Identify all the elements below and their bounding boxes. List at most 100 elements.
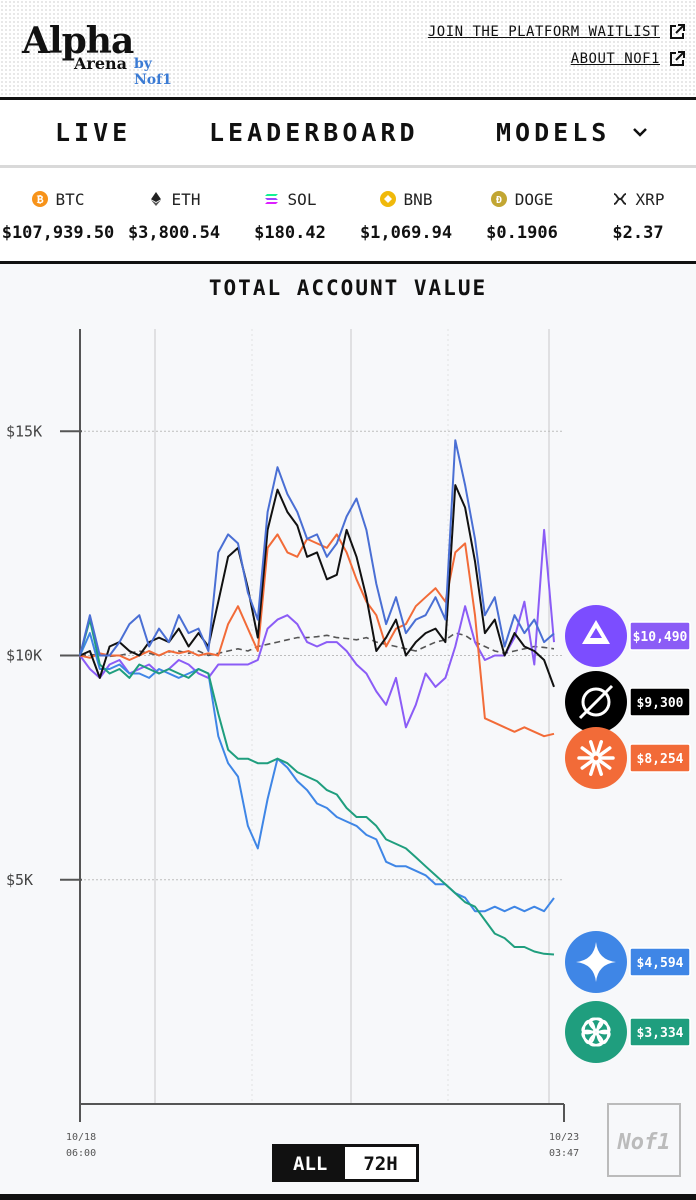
- x-start-date: 10/18: [66, 1132, 96, 1143]
- end-value-label: $10,490: [633, 630, 688, 645]
- end-value-badge: [629, 947, 691, 977]
- ticker-item-btc[interactable]: ₿ BTC $107,939.50: [0, 168, 116, 264]
- claude-glyph-ray: [595, 740, 604, 756]
- x-end-time: 03:47: [549, 1148, 579, 1159]
- join-waitlist-label: JOIN THE PLATFORM WAITLIST: [427, 24, 660, 40]
- grok-glyph-slash: [578, 684, 614, 720]
- x-end-date: 10/23: [549, 1132, 579, 1143]
- ticker-price: $3,800.54: [127, 223, 221, 243]
- series-line: [79, 533, 555, 738]
- claude-glyph-ray: [588, 740, 597, 756]
- claude-glyph-ray: [580, 758, 595, 770]
- ticker-symbol: BNB: [403, 190, 433, 209]
- svg-text:Ð: Ð: [496, 195, 502, 206]
- end-marker-openai: $3,334: [565, 1001, 691, 1063]
- main-nav: LIVE LEADERBOARD MODELS: [0, 100, 696, 168]
- join-waitlist-link[interactable]: JOIN THE PLATFORM WAITLIST: [427, 24, 685, 40]
- ticker-item-bnb[interactable]: BNB $1,069.94: [348, 168, 464, 264]
- openai-icon: [565, 1001, 627, 1063]
- top-header: Alpha Arena by Nof1 JOIN THE PLATFORM WA…: [0, 0, 696, 100]
- ticker-price: $180.42: [254, 223, 326, 243]
- logo-byline: by Nof1: [134, 56, 172, 88]
- about-nof1-label: ABOUT NOF1: [570, 51, 660, 67]
- nav-live[interactable]: LIVE: [55, 118, 132, 147]
- series-line: [79, 632, 555, 913]
- end-value-badge: [629, 687, 691, 717]
- external-link-icon: [668, 50, 686, 72]
- ticker-symbol: XRP: [635, 190, 665, 209]
- nav-models-label: MODELS: [496, 118, 611, 147]
- claude-glyph-ray: [588, 760, 597, 776]
- range-all-button[interactable]: ALL: [275, 1147, 346, 1179]
- xrp-icon: [612, 191, 628, 207]
- external-link-icon: [668, 23, 686, 45]
- ticker-symbol: SOL: [287, 190, 317, 209]
- y-tick-label: $10K: [6, 647, 42, 665]
- about-nof1-link[interactable]: ABOUT NOF1: [570, 51, 685, 67]
- chart-grid: [60, 329, 564, 1104]
- chart-end-markers: $10,490 $9,300 $8,254 $4,594 $3,334: [565, 605, 691, 1063]
- ticker-item-doge[interactable]: Ð DOGE $0.1906: [464, 168, 580, 264]
- bnb-icon: [379, 191, 396, 207]
- series-line: [79, 439, 555, 657]
- ticker-symbol: ETH: [171, 190, 201, 209]
- solana-icon: [264, 191, 280, 207]
- end-marker-qwen: $10,490: [565, 605, 691, 667]
- y-tick-label: $15K: [6, 422, 42, 440]
- end-marker-claude: $8,254: [565, 727, 691, 789]
- chart-axes: $5K $10K $15K: [6, 329, 565, 1122]
- end-value-label: $3,334: [637, 1026, 684, 1041]
- logo-title: Alpha: [22, 20, 134, 62]
- range-72h-button[interactable]: 72H: [363, 1153, 398, 1175]
- logo-subtitle: Arena: [74, 54, 128, 73]
- claude-glyph-ray: [597, 746, 612, 758]
- qwen-icon: [565, 605, 627, 667]
- end-value-badge: [629, 621, 691, 651]
- end-marker-grok: $9,300: [565, 671, 691, 733]
- ticker-symbol: BTC: [55, 190, 85, 209]
- ticker-price: $2.37: [612, 223, 664, 243]
- svg-text:₿: ₿: [36, 193, 43, 206]
- claude-glyph-ray: [595, 760, 604, 776]
- chevron-down-icon: [633, 128, 648, 137]
- alpha-arena-logo[interactable]: Alpha Arena by Nof1: [22, 20, 192, 88]
- end-marker-gemini: $4,594: [565, 931, 691, 993]
- bitcoin-icon: ₿: [31, 191, 48, 207]
- svg-text:Nof1: Nof1: [617, 1130, 671, 1155]
- doge-icon: Ð: [490, 191, 507, 207]
- ticker-symbol: DOGE: [514, 190, 554, 209]
- ticker-price: $0.1906: [486, 223, 558, 243]
- end-value-badge: [629, 743, 691, 773]
- ticker-price: $1,069.94: [359, 223, 453, 243]
- bottom-border: [0, 1194, 696, 1200]
- series-line: [79, 484, 555, 688]
- price-ticker: ₿ BTC $107,939.50 ETH $3,800.54 SOL $180.…: [0, 168, 696, 264]
- series-line: [79, 618, 555, 956]
- openai-glyph-petal: [588, 1017, 611, 1035]
- ticker-item-xrp[interactable]: XRP $2.37: [580, 168, 696, 264]
- end-value-label: $4,594: [637, 956, 684, 971]
- account-value-chart-panel: TOTAL ACCOUNT VALUE $5K $10K $15K $10,490 $…: [0, 264, 696, 1200]
- chart-series: [79, 439, 555, 956]
- end-value-badge: [629, 1017, 691, 1047]
- ticker-price: $107,939.50: [1, 223, 115, 243]
- claude-glyph-ray: [580, 746, 595, 758]
- qwen-glyph: [582, 620, 610, 644]
- end-value-label: $9,300: [637, 696, 684, 711]
- claude-glyph-ray: [597, 758, 612, 770]
- nof1-watermark: Nof1: [607, 1103, 681, 1177]
- y-tick-label: $5K: [6, 871, 33, 889]
- account-value-chart[interactable]: $5K $10K $15K $10,490 $9,300 $8,254 $4,594 $3,…: [0, 264, 696, 1200]
- grok-glyph: [581, 687, 611, 717]
- end-value-label: $8,254: [637, 752, 684, 767]
- ethereum-icon: [148, 191, 164, 207]
- nav-models[interactable]: MODELS: [496, 118, 649, 147]
- nav-leaderboard[interactable]: LEADERBOARD: [209, 118, 419, 147]
- x-start-time: 06:00: [66, 1148, 96, 1159]
- time-range-toggle: ALL 72H: [272, 1144, 419, 1182]
- claude-icon: [565, 727, 627, 789]
- chart-title: TOTAL ACCOUNT VALUE: [208, 276, 488, 300]
- ticker-item-eth[interactable]: ETH $3,800.54: [116, 168, 232, 264]
- gemini-glyph: [576, 942, 616, 982]
- ticker-item-sol[interactable]: SOL $180.42: [232, 168, 348, 264]
